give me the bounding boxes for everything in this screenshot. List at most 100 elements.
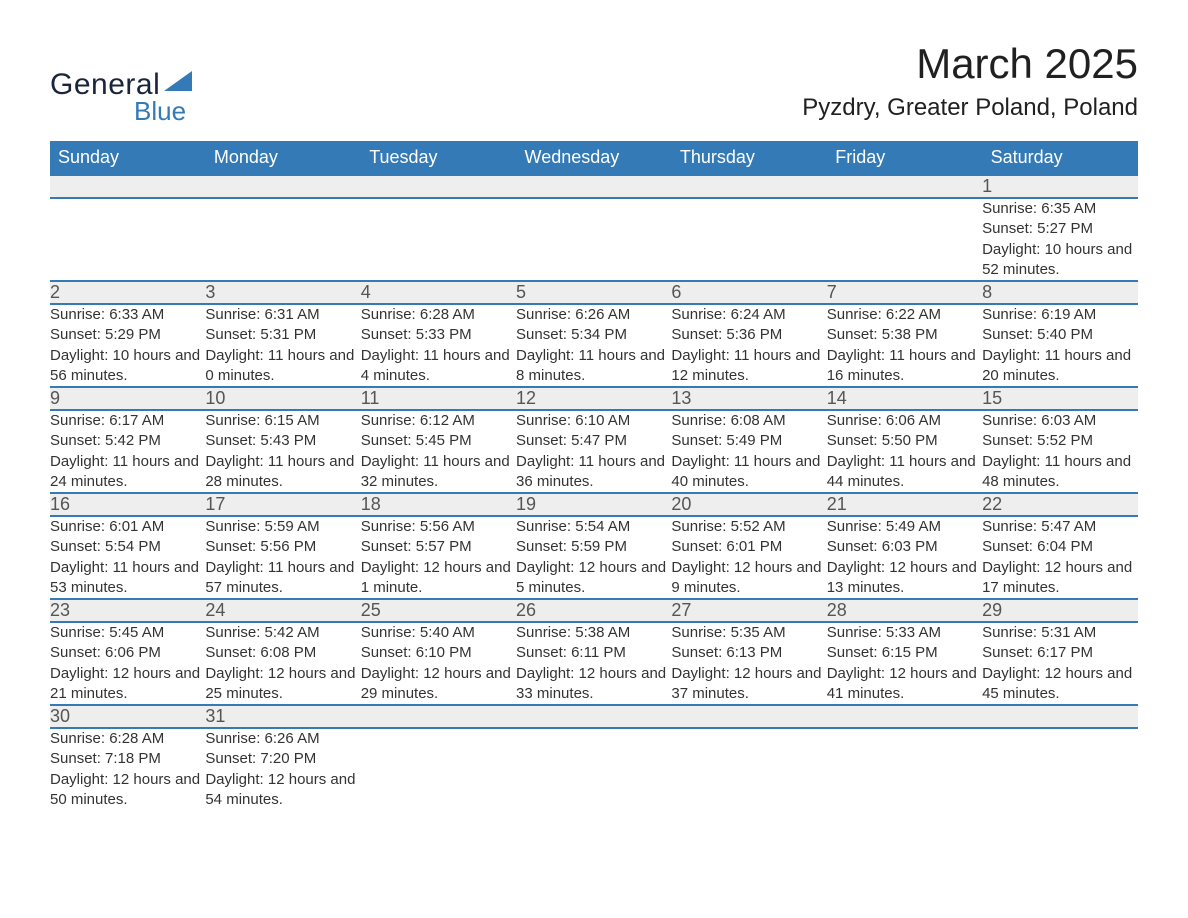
day-sunset-value: 6:10 PM [412,644,472,661]
day-sunrise-label: Sunrise: [205,518,260,535]
day-sunrise-line: Sunrise: 6:15 AM [205,411,360,431]
day-daylight-label: Daylight: [361,665,419,682]
day-number-cell: 8 [982,281,1137,304]
day-daylight-line: Daylight: 11 hours and 48 minutes. [982,452,1137,493]
day-content-cell [361,728,516,810]
day-sunset-value: 5:59 PM [567,538,627,555]
day-daylight-label: Daylight: [671,559,729,576]
day-content-cell: Sunrise: 5:45 AMSunset: 6:06 PMDaylight:… [50,622,205,705]
day-content-cell: Sunrise: 6:31 AMSunset: 5:31 PMDaylight:… [205,304,360,387]
day-sunset-label: Sunset: [361,326,412,343]
day-content-cell: Sunrise: 5:35 AMSunset: 6:13 PMDaylight:… [671,622,826,705]
day-sunrise-value: 5:33 AM [882,624,941,641]
day-sunrise-value: 6:06 AM [882,412,941,429]
day-content-cell: Sunrise: 6:01 AMSunset: 5:54 PMDaylight:… [50,516,205,599]
day-sunset-line: Sunset: 5:57 PM [361,537,516,557]
day-sunrise-value: 6:22 AM [882,306,941,323]
day-content-cell [205,198,360,281]
calendar-body: 1 Sunrise: 6:35 AMSunset: 5:27 PMDayligh… [50,175,1138,810]
calendar-header-row: Sunday Monday Tuesday Wednesday Thursday… [50,141,1138,175]
day-content-cell [361,198,516,281]
day-sunrise-label: Sunrise: [361,518,416,535]
day-sunrise-value: 5:54 AM [571,518,630,535]
day-sunrise-label: Sunrise: [205,306,260,323]
day-sunrise-value: 6:28 AM [105,730,164,747]
calendar-daynum-row: 2345678 [50,281,1138,304]
day-content-cell [827,198,982,281]
day-daylight-line: Daylight: 11 hours and 36 minutes. [516,452,671,493]
day-sunset-label: Sunset: [982,538,1033,555]
col-saturday: Saturday [982,141,1137,175]
day-sunset-label: Sunset: [671,538,722,555]
day-number-cell: 15 [982,387,1137,410]
day-daylight-label: Daylight: [361,453,419,470]
day-daylight-line: Daylight: 11 hours and 53 minutes. [50,558,205,599]
day-number-cell: 18 [361,493,516,516]
day-daylight-line: Daylight: 11 hours and 16 minutes. [827,346,982,387]
day-sunrise-value: 6:12 AM [416,412,475,429]
day-sunset-line: Sunset: 5:59 PM [516,537,671,557]
day-sunrise-label: Sunrise: [516,412,571,429]
day-daylight-label: Daylight: [50,771,108,788]
day-content-cell: Sunrise: 5:56 AMSunset: 5:57 PM Daylight:… [361,516,516,599]
day-number-cell: 25 [361,599,516,622]
day-content-cell [516,728,671,810]
day-sunset-line: Sunset: 6:15 PM [827,643,982,663]
day-daylight-label: Daylight: [516,453,574,470]
day-number-cell [671,705,826,728]
day-number-cell: 12 [516,387,671,410]
day-sunrise-value: 5:47 AM [1037,518,1096,535]
day-sunset-label: Sunset: [516,644,567,661]
day-daylight-line: Daylight: 11 hours and 40 minutes. [671,452,826,493]
col-wednesday: Wednesday [516,141,671,175]
day-daylight-label: Daylight: [361,559,419,576]
day-sunrise-line: Sunrise: 6:19 AM [982,305,1137,325]
day-sunset-value: 6:13 PM [722,644,782,661]
day-number-cell: 1 [982,175,1137,198]
day-daylight-line: Daylight: 11 hours and 0 minutes. [205,346,360,387]
day-sunrise-line: Sunrise: 5:47 AM [982,517,1137,537]
day-sunset-label: Sunset: [827,432,878,449]
day-content-cell: Sunrise: 6:08 AMSunset: 5:49 PMDaylight:… [671,410,826,493]
day-sunset-value: 5:42 PM [101,432,161,449]
logo-word-2: Blue [134,96,192,127]
day-daylight-label: Daylight: [827,665,885,682]
col-friday: Friday [827,141,982,175]
day-sunrise-label: Sunrise: [205,730,260,747]
day-content-cell: Sunrise: 6:28 AMSunset: 5:33 PMDaylight:… [361,304,516,387]
day-number-cell [827,175,982,198]
day-sunset-value: 5:36 PM [722,326,782,343]
day-sunset-line: Sunset: 7:20 PM [205,749,360,769]
day-sunrise-value: 5:35 AM [726,624,785,641]
day-sunset-label: Sunset: [205,326,256,343]
day-number-cell [671,175,826,198]
day-sunrise-value: 5:40 AM [416,624,475,641]
day-number-cell: 28 [827,599,982,622]
day-sunrise-line: Sunrise: 5:56 AM [361,517,516,537]
day-daylight-label: Daylight: [827,347,885,364]
day-sunset-label: Sunset: [671,432,722,449]
day-sunrise-line: Sunrise: 6:28 AM [361,305,516,325]
day-sunrise-value: 6:01 AM [105,518,164,535]
day-sunrise-value: 6:03 AM [1037,412,1096,429]
day-number-cell [50,175,205,198]
day-number-cell: 4 [361,281,516,304]
calendar-daynum-row: 9101112131415 [50,387,1138,410]
day-sunset-label: Sunset: [361,644,412,661]
day-content-cell: Sunrise: 6:33 AMSunset: 5:29 PMDaylight:… [50,304,205,387]
day-sunrise-value: 6:35 AM [1037,200,1096,217]
day-sunset-value: 5:54 PM [101,538,161,555]
day-sunrise-label: Sunrise: [50,518,105,535]
day-number-cell: 14 [827,387,982,410]
day-sunrise-label: Sunrise: [982,518,1037,535]
day-sunrise-label: Sunrise: [827,306,882,323]
day-sunrise-value: 6:33 AM [105,306,164,323]
day-sunset-label: Sunset: [982,644,1033,661]
day-number-cell: 23 [50,599,205,622]
day-sunrise-label: Sunrise: [516,306,571,323]
calendar-content-row: Sunrise: 6:01 AM Sunset: 5:54 PM Daylight:… [50,516,1138,599]
col-thursday: Thursday [671,141,826,175]
day-sunrise-label: Sunrise: [516,624,571,641]
day-sunrise-value: 6:24 AM [726,306,785,323]
day-number-cell: 21 [827,493,982,516]
